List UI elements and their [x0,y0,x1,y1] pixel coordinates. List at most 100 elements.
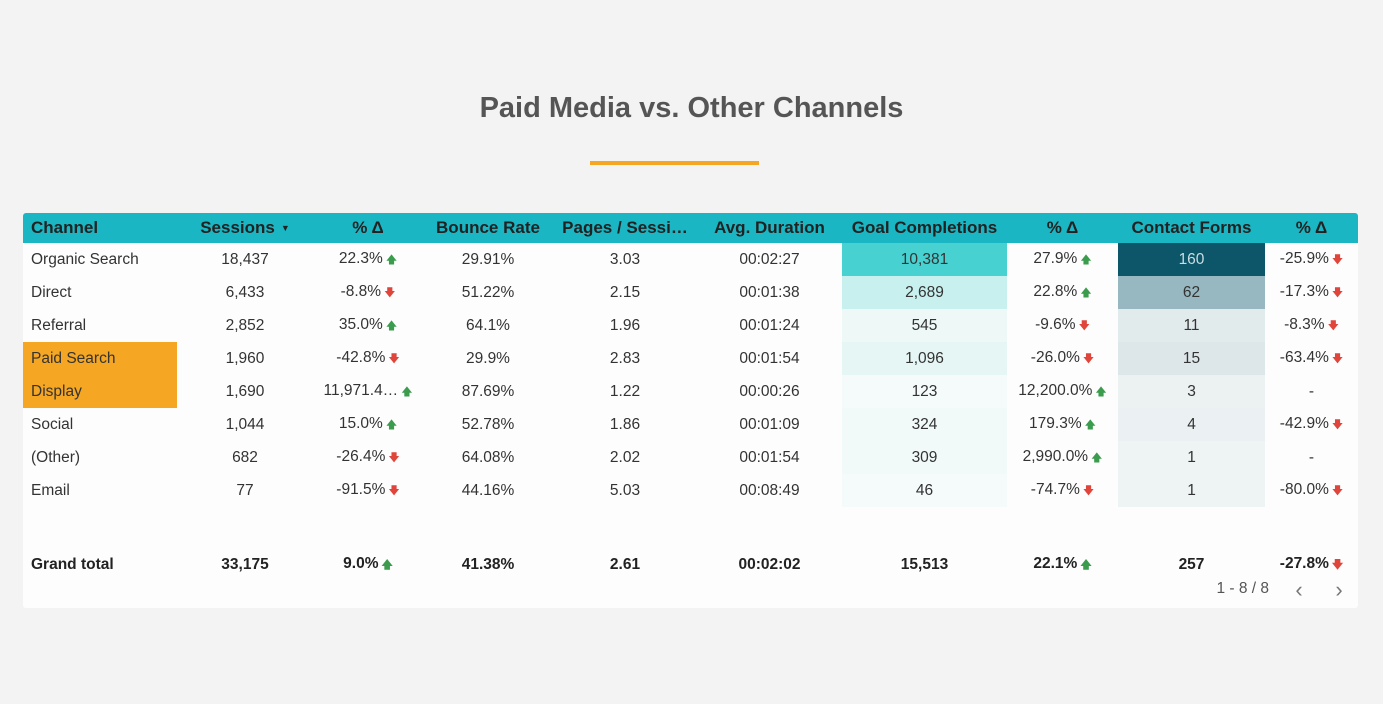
cell-sessions-delta: -42.8% 🡇 [313,342,423,375]
table-row[interactable]: Organic Search 18,437 22.3% 🡅 29.91% 3.03 00:0… [23,243,1358,276]
forms-delta-value: -63.4% [1279,348,1329,366]
total-label: Grand total [31,555,114,573]
arrow-down-icon: 🡇 [1331,253,1344,266]
total-goals-delta: 22.1% [1033,554,1078,572]
cell-avg-duration: 00:08:49 [739,481,800,499]
cell-avg-duration: 00:01:24 [739,316,800,334]
cell-channel: (Other) [31,448,81,466]
forms-delta-value: -42.9% [1279,414,1329,432]
cell-goal-delta: -74.7% 🡇 [1007,474,1118,507]
cell-goal-completions: 545 [842,309,1007,342]
cell-sessions: 18,437 [221,250,269,268]
total-sessions: 33,175 [221,555,269,573]
goal-delta-value: 2,990.0% [1022,447,1089,465]
col-header-sessions[interactable]: Sessions ▼ [177,213,313,243]
col-header-contact-forms[interactable]: Contact Forms [1118,213,1265,243]
col-header-bounce-rate[interactable]: Bounce Rate [423,213,553,243]
cell-channel: Direct [31,283,72,301]
cell-channel: Referral [31,316,87,334]
cell-sessions-delta: -91.5% 🡇 [313,474,423,507]
arrow-up-icon: 🡅 [381,558,393,571]
total-forms-delta-cell: -27.8% 🡇 [1265,548,1358,581]
forms-delta-value: -25.9% [1279,249,1329,267]
table-body: Organic Search 18,437 22.3% 🡅 29.91% 3.03 00:0… [23,243,1358,507]
table-row[interactable]: Direct 6,433 -8.8% 🡇 51.22% 2.15 00:01:38 2,689… [23,276,1358,309]
arrow-down-icon: 🡇 [388,484,400,497]
cell-sessions: 6,433 [225,283,265,301]
channel-table-card: Channel Sessions ▼ % Δ Bounce Rate Pages … [23,213,1358,608]
arrow-down-icon: 🡇 [1327,319,1339,332]
goal-delta-value: 12,200.0% [1018,381,1093,399]
arrow-up-icon: 🡅 [385,418,398,431]
col-header-goal-completions[interactable]: Goal Completions [842,213,1007,243]
channel-table: Channel Sessions ▼ % Δ Bounce Rate Pages … [23,213,1358,581]
arrow-down-icon: 🡇 [1331,286,1344,299]
arrow-down-icon: 🡇 [1078,319,1090,332]
forms-delta-value: - [1308,382,1315,400]
grand-total-row: Grand total 33,175 9.0% 🡅 41.38% 2.61 00:… [23,548,1358,581]
arrow-down-icon: 🡇 [1082,352,1095,365]
arrow-up-icon: 🡅 [385,319,398,332]
total-duration: 00:02:02 [738,555,801,573]
cell-forms-delta: -42.9% 🡇 [1265,408,1358,441]
col-header-sessions-label: Sessions [200,218,275,237]
title-underline [590,161,759,165]
arrow-down-icon: 🡇 [388,451,400,464]
cell-goal-completions: 1,096 [842,342,1007,375]
arrow-up-icon: 🡅 [1080,286,1092,299]
cell-bounce-rate: 29.9% [466,349,510,367]
cell-sessions: 2,852 [225,316,265,334]
table-row[interactable]: Referral 2,852 35.0% 🡅 64.1% 1.96 00:01:24 545-… [23,309,1358,342]
col-header-avg-duration[interactable]: Avg. Duration [697,213,842,243]
goal-delta-value: -9.6% [1035,315,1076,333]
total-forms: 257 [1178,555,1205,573]
chevron-left-icon[interactable]: ‹ [1295,577,1303,602]
forms-delta-value: -8.3% [1284,315,1325,333]
cell-goal-completions: 46 [842,474,1007,507]
table-row[interactable]: (Other) 682 -26.4% 🡇 64.08% 2.02 00:01:54 309 2,… [23,441,1358,474]
cell-channel: Paid Search [23,342,177,375]
chevron-right-icon[interactable]: › [1335,577,1343,602]
table-row[interactable]: Social 1,044 15.0% 🡅 52.78% 1.86 00:01:09 324 17… [23,408,1358,441]
col-header-pages-per-session[interactable]: Pages / Sessi… [553,213,697,243]
cell-pages-per-session: 2.02 [609,448,641,466]
cell-bounce-rate: 64.1% [466,316,510,334]
arrow-down-icon: 🡇 [1331,558,1344,571]
table-row[interactable]: Paid Search 1,960 -42.8% 🡇 29.9% 2.83 00:01:54… [23,342,1358,375]
cell-goal-completions: 309 [842,441,1007,474]
cell-avg-duration: 00:02:27 [739,250,800,268]
cell-pages-per-session: 1.22 [609,382,641,400]
cell-avg-duration: 00:00:26 [739,382,800,400]
cell-avg-duration: 00:01:54 [739,349,800,367]
arrow-down-icon: 🡇 [1331,418,1344,431]
cell-contact-forms: 11 [1118,309,1265,342]
arrow-down-icon: 🡇 [384,286,396,299]
spacer-row [23,507,1358,548]
col-header-goal-delta[interactable]: % Δ [1007,213,1118,243]
goal-delta-value: 22.8% [1033,282,1078,300]
table-row[interactable]: Email 77 -91.5% 🡇 44.16% 5.03 00:08:49 46 -74.7%… [23,474,1358,507]
cell-forms-delta: -63.4% 🡇 [1265,342,1358,375]
cell-contact-forms: 4 [1118,408,1265,441]
cell-goal-delta: -26.0% 🡇 [1007,342,1118,375]
col-header-channel[interactable]: Channel [23,213,177,243]
cell-sessions-delta: 35.0% 🡅 [313,309,423,342]
cell-avg-duration: 00:01:09 [739,415,800,433]
cell-sessions-delta: 15.0% 🡅 [313,408,423,441]
sessions-delta-value: -26.4% [336,447,386,465]
col-header-forms-delta[interactable]: % Δ [1265,213,1358,243]
cell-pages-per-session: 2.83 [609,349,641,367]
sort-descending-icon[interactable]: ▼ [280,223,290,233]
arrow-up-icon: 🡅 [1095,385,1107,398]
cell-goal-delta: 27.9% 🡅 [1007,243,1118,276]
cell-bounce-rate: 51.22% [461,283,515,301]
goal-delta-value: -74.7% [1030,480,1080,498]
table-row[interactable]: Display 1,690 11,971.4… 🡅 87.69% 1.22 00:00:26… [23,375,1358,408]
page-title: Paid Media vs. Other Channels [479,92,904,124]
cell-avg-duration: 00:01:54 [739,448,800,466]
cell-bounce-rate: 87.69% [461,382,515,400]
col-header-sessions-delta[interactable]: % Δ [313,213,423,243]
cell-channel: Organic Search [31,250,139,268]
cell-forms-delta: -80.0% 🡇 [1265,474,1358,507]
cell-contact-forms: 3 [1118,375,1265,408]
